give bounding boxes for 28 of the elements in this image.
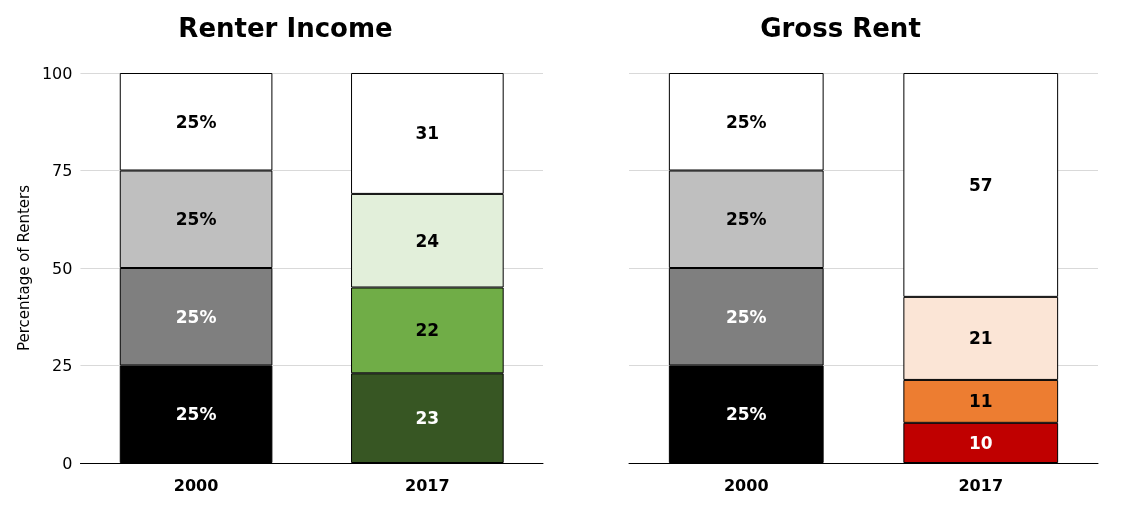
chart-title: Renter Income xyxy=(178,13,393,43)
y-tick-label: 25 xyxy=(52,356,73,375)
x-tick-label: 2000 xyxy=(173,475,219,495)
x-tick-label: 2017 xyxy=(958,475,1004,495)
y-tick-label: 100 xyxy=(41,63,73,83)
data-label: 25% xyxy=(175,404,217,425)
data-label: 24 xyxy=(415,230,440,251)
y-tick-label: 75 xyxy=(52,161,73,180)
data-label: 31 xyxy=(415,123,440,144)
data-label: 23 xyxy=(415,408,440,429)
data-label: 25% xyxy=(175,306,217,327)
data-label: 10 xyxy=(968,432,993,453)
y-tick-label: 50 xyxy=(52,258,73,278)
chart-title: Gross Rent xyxy=(760,13,921,43)
data-label: 57 xyxy=(968,174,993,195)
data-label: 25% xyxy=(725,306,767,327)
y-tick-label: 0 xyxy=(62,453,73,473)
data-label: 25% xyxy=(725,111,767,132)
data-label: 25% xyxy=(725,404,767,425)
data-label: 21 xyxy=(968,328,993,349)
data-label: 25% xyxy=(175,209,217,230)
data-label: 25% xyxy=(725,209,767,230)
y-axis-title: Percentage of Renters xyxy=(14,184,33,351)
data-label: 22 xyxy=(415,320,440,341)
data-label: 11 xyxy=(968,391,993,412)
x-tick-label: 2000 xyxy=(723,475,769,495)
data-label: 25% xyxy=(175,111,217,132)
x-tick-label: 2017 xyxy=(405,475,450,495)
